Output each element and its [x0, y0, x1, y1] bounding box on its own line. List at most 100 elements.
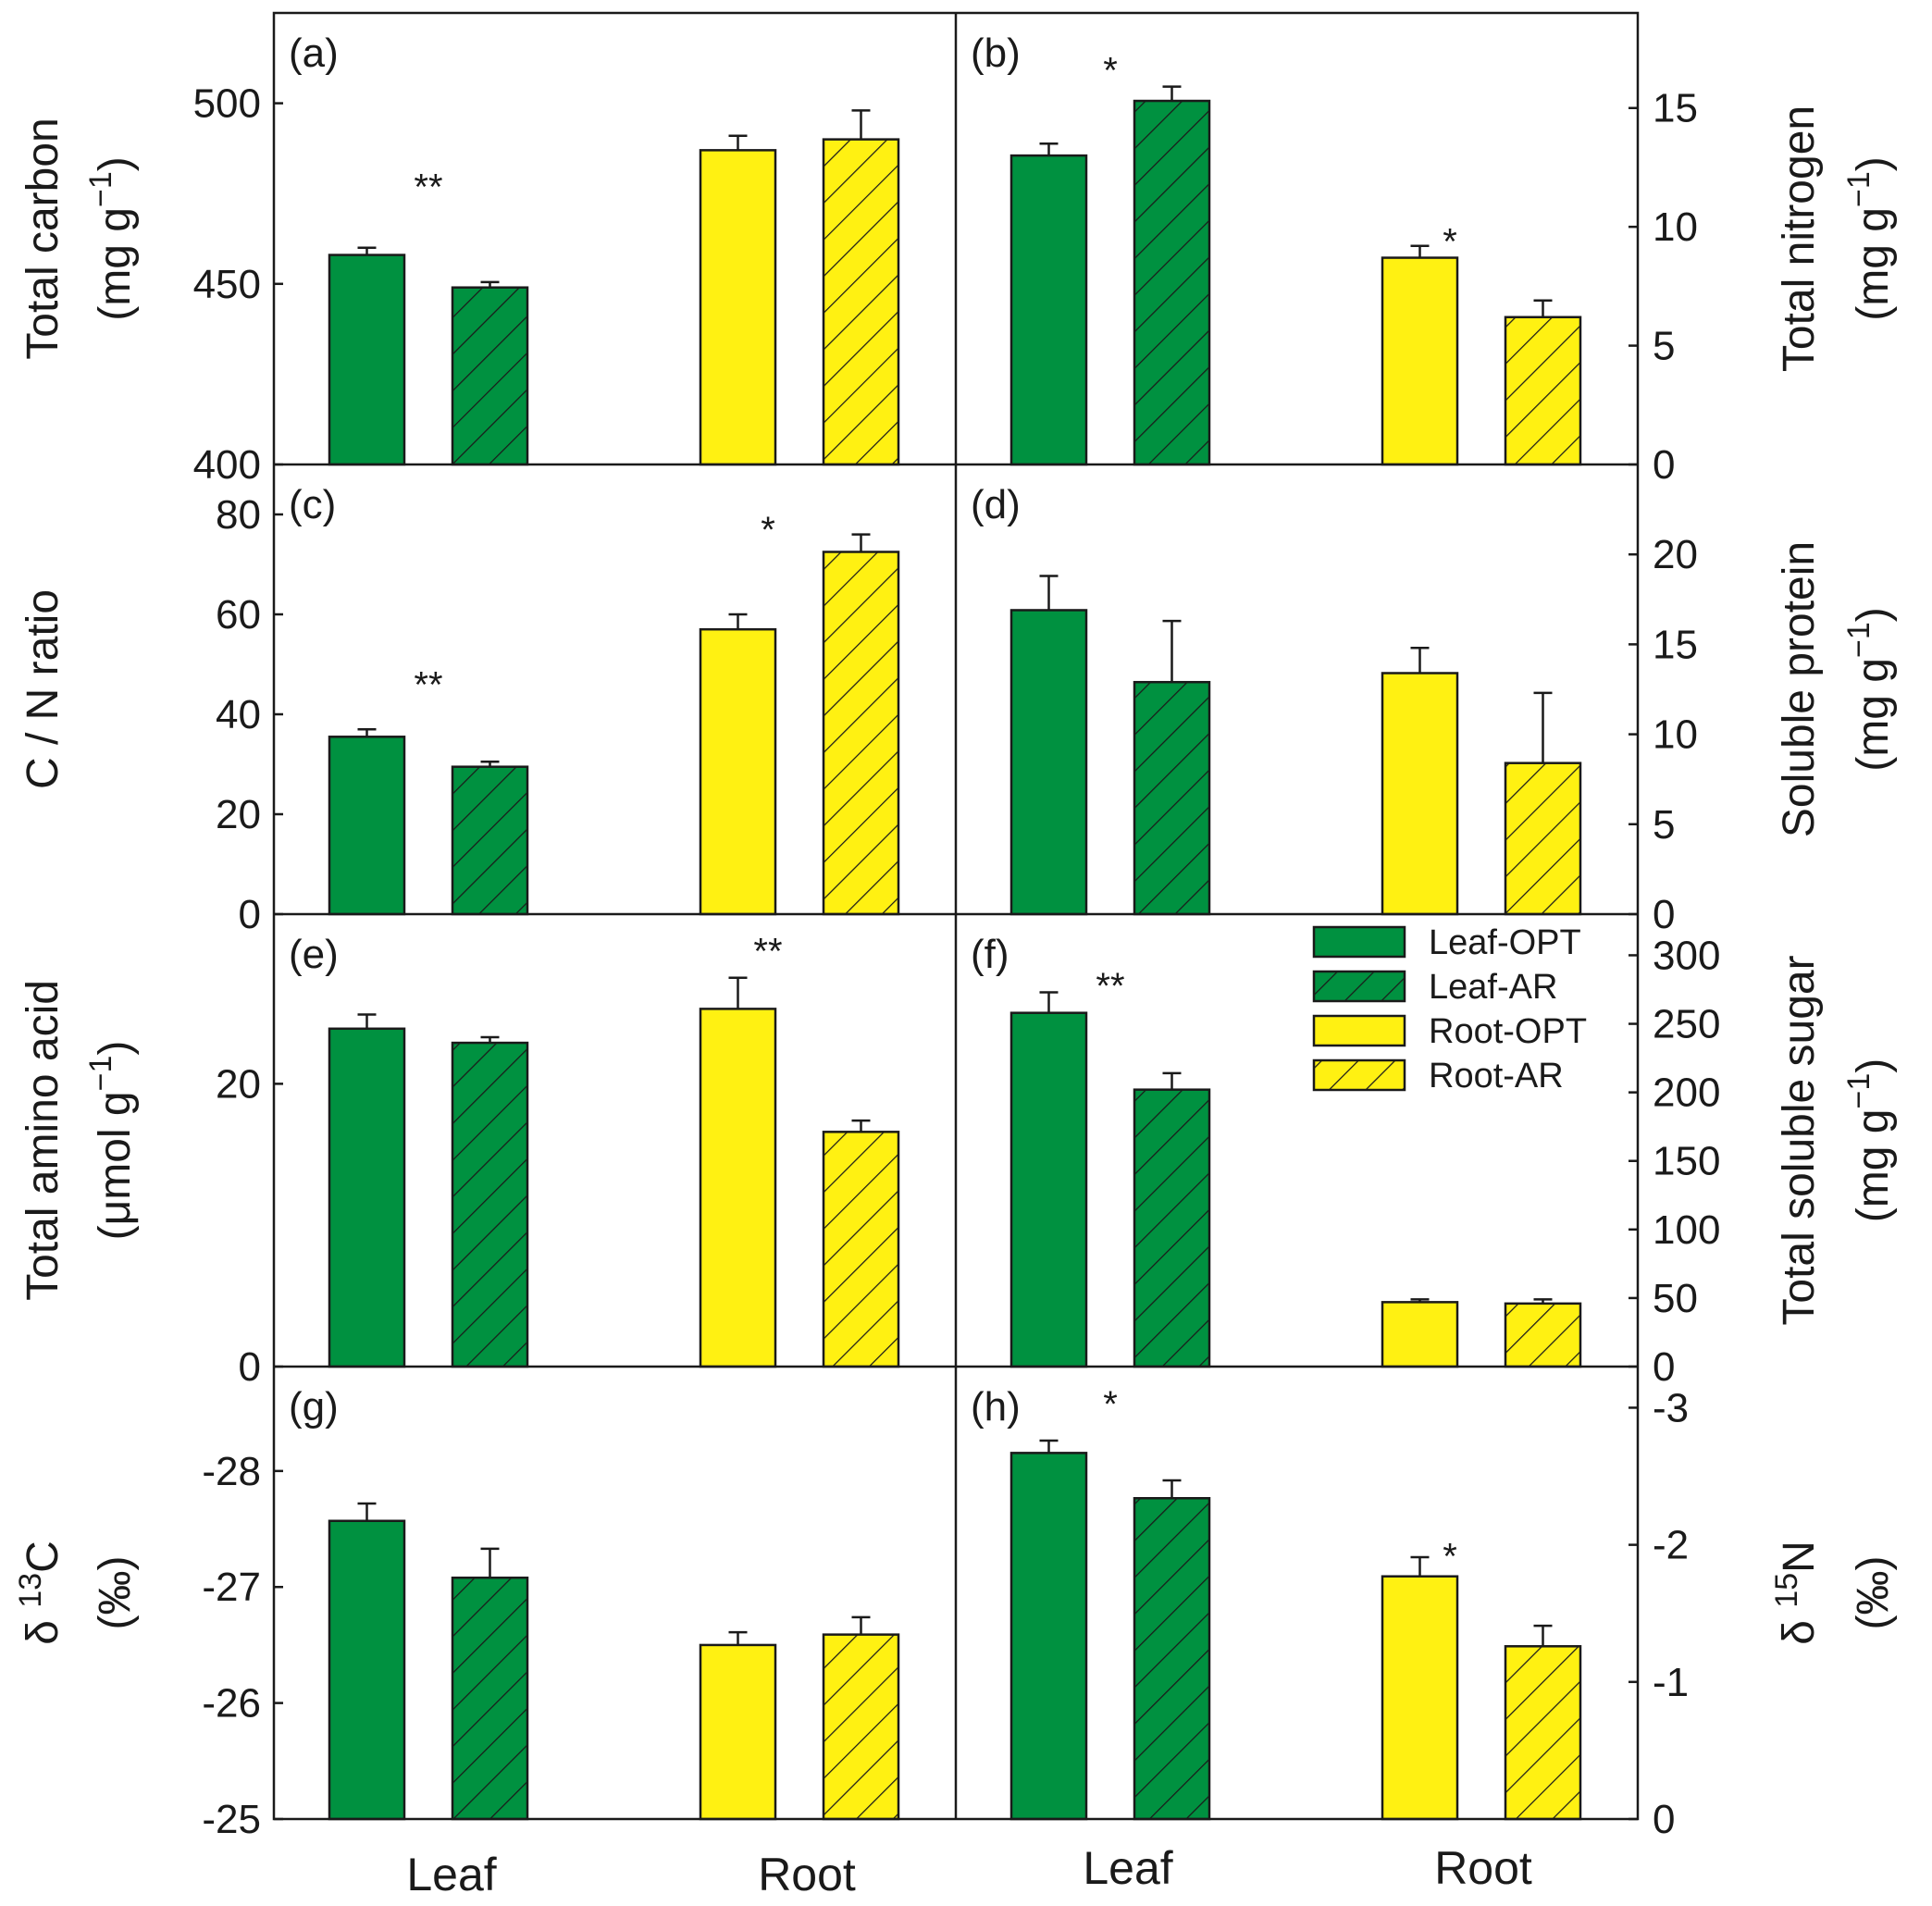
bar-root-opt-root: [1381, 1301, 1459, 1368]
chart-panel-f: 0 50 100 150 200 250 300 (f) ** Total soluble sug…: [971, 932, 1898, 1390]
chart-panel-e: 0 20 (e) ** Total amino acid (μmol g−1): [19, 932, 900, 1390]
unit-exponent: −1: [1841, 171, 1876, 207]
bar-root-opt-root: [699, 627, 777, 916]
significance-mark: **: [1096, 966, 1124, 1007]
significance-mark: **: [753, 932, 782, 972]
y-axis-title: C / N ratio: [19, 589, 68, 789]
y-tick-label: 0: [1653, 1344, 1675, 1390]
unit-close: ): [91, 1041, 140, 1056]
y-tick-label: 0: [1653, 1797, 1675, 1842]
figure-frame: [272, 11, 1640, 1821]
delta-symbol: δ: [1775, 1608, 1824, 1645]
x-axis-category-labels: Leaf Root Leaf Root: [406, 1842, 1532, 1900]
significance-mark: *: [1443, 222, 1457, 263]
y-tick-label: 0: [1653, 892, 1675, 937]
bar-root-ar-root: [1504, 1645, 1582, 1821]
y-tick-label: -28: [202, 1449, 261, 1494]
y-axis-title: Soluble protein (mg g−1): [1775, 541, 1898, 837]
x-category-label-right-leaf: Leaf: [1083, 1842, 1172, 1894]
unit-exponent: −1: [83, 1056, 118, 1092]
bar-leaf-ar-leaf: [1133, 680, 1211, 916]
panel-label: (h): [971, 1384, 1021, 1430]
y-tick-label: 60: [216, 592, 261, 637]
significance-mark: *: [1443, 1536, 1457, 1577]
y-tick-label: -25: [202, 1797, 261, 1842]
legend-item-root-opt: Root-OPT: [1312, 1012, 1587, 1051]
bar-leaf-ar-leaf: [1133, 1497, 1211, 1821]
panel-label: (d): [971, 482, 1021, 527]
panel-label: (f): [971, 932, 1009, 977]
unit-base: (mg g: [1849, 1109, 1898, 1223]
legend-swatch-leaf-ar: [1312, 970, 1406, 1003]
delta-symbol: δ: [19, 1608, 68, 1645]
bar-root-ar-root: [822, 138, 900, 466]
x-category-label-right-root: Root: [1434, 1842, 1532, 1894]
y-tick-label: 500: [193, 81, 261, 127]
legend-label-leaf-ar: Leaf-AR: [1429, 968, 1557, 1007]
y-axis-unit: (‰): [1849, 1556, 1898, 1630]
unit-close: ): [1849, 1058, 1898, 1073]
bar-root-opt-root: [699, 1008, 777, 1368]
y-axis-title-text: δ 13C: [13, 1541, 68, 1645]
y-axis-title: Total nitrogen (mg g−1): [1775, 105, 1898, 372]
bar-leaf-ar-leaf: [451, 286, 529, 466]
y-axis-unit: (μmol g−1): [83, 1041, 140, 1241]
panel-label: (g): [289, 1384, 339, 1430]
bar-root-opt-root: [699, 149, 777, 466]
y-axis-title: Total amino acid (μmol g−1): [19, 980, 140, 1301]
bar-root-opt-root: [1381, 672, 1459, 916]
chart-panel-g: -25 -26 -27 -28 (g) δ 13C (‰): [13, 1384, 900, 1842]
x-category-label-left-root: Root: [758, 1849, 856, 1900]
bar-leaf-ar-leaf: [451, 1576, 529, 1821]
bar-root-opt-root: [1381, 256, 1459, 466]
y-tick-label: -1: [1653, 1660, 1689, 1705]
chart-panel-a: 400 450 500 (a) ** Total carbon (mg g−1): [19, 31, 900, 488]
bar-leaf-opt-leaf: [328, 1027, 406, 1368]
y-axis-title: δ 15N (‰): [1769, 1541, 1898, 1645]
y-axis-unit: (mg g−1): [83, 156, 140, 320]
chart-panel-h: 0 -1 -2 -3 (h) * * δ 15N (‰): [971, 1384, 1898, 1842]
y-tick-label: 40: [216, 692, 261, 737]
unit-close: ): [1849, 607, 1898, 622]
y-tick-label: 5: [1653, 324, 1675, 369]
y-axis-unit: (mg g−1): [1841, 1058, 1898, 1222]
y-axis-title: δ 13C (‰): [13, 1541, 140, 1645]
unit-exponent: −1: [83, 171, 118, 207]
panel-label: (a): [289, 31, 339, 76]
y-tick-label: -2: [1653, 1523, 1689, 1568]
y-axis-title-text: Total amino acid: [19, 980, 68, 1301]
unit-base: (μmol g: [91, 1091, 140, 1240]
legend-label-root-ar: Root-AR: [1429, 1057, 1564, 1095]
significance-mark: *: [1103, 1384, 1118, 1425]
significance-mark: **: [414, 167, 442, 207]
y-tick-label: -27: [202, 1565, 261, 1610]
bar-leaf-opt-leaf: [328, 736, 406, 916]
bar-leaf-opt-leaf: [328, 1519, 406, 1821]
legend-label-leaf-opt: Leaf-OPT: [1429, 923, 1581, 962]
y-axis-unit: (mg g−1): [1841, 607, 1898, 771]
y-tick-label: 10: [1653, 712, 1698, 758]
panel-label: (b): [971, 31, 1021, 76]
legend-item-leaf-ar: Leaf-AR: [1312, 968, 1557, 1007]
bar-leaf-opt-leaf: [1009, 609, 1088, 916]
isotope-element: C: [19, 1541, 68, 1573]
y-tick-label: 80: [216, 492, 261, 538]
significance-mark: *: [1103, 51, 1118, 92]
chart-panel-d: 0 5 10 15 20 (d) Soluble protein (mg g−1): [971, 482, 1898, 937]
significance-mark: *: [761, 510, 775, 551]
panel-label: (e): [289, 932, 339, 977]
y-tick-label: 0: [239, 892, 261, 937]
bar-leaf-opt-leaf: [328, 254, 406, 466]
y-axis-title-text: Total nitrogen: [1775, 105, 1824, 372]
x-category-label-left-leaf: Leaf: [406, 1849, 496, 1900]
bar-root-ar-root: [822, 1633, 900, 1821]
unit-base: (mg g: [91, 207, 140, 321]
y-axis-title-text: Soluble protein: [1775, 541, 1824, 837]
y-tick-label: 15: [1653, 86, 1698, 131]
legend-swatch-leaf-opt: [1312, 925, 1406, 959]
y-tick-label: 20: [216, 792, 261, 837]
unit-base: (mg g: [1849, 207, 1898, 321]
y-tick-label: 50: [1653, 1276, 1698, 1321]
